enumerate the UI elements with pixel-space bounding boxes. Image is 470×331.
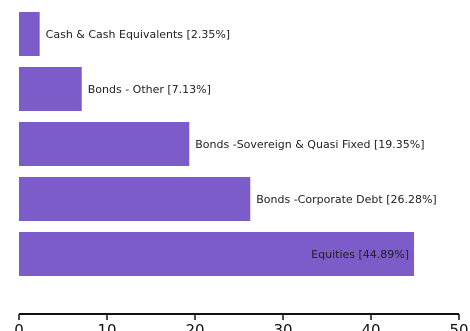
bars-group bbox=[19, 12, 415, 276]
x-tick-label: 10 bbox=[97, 321, 116, 331]
x-tick-label: 30 bbox=[273, 321, 292, 331]
bar bbox=[19, 177, 251, 221]
x-tick-label: 20 bbox=[185, 321, 204, 331]
bar bbox=[19, 67, 82, 111]
x-axis: 0 10 20 30 40 50 bbox=[14, 313, 469, 331]
bar-label: Equities [44.89%] bbox=[311, 248, 409, 261]
x-tick-label: 50 bbox=[449, 321, 468, 331]
bar-label: Cash & Cash Equivalents [2.35%] bbox=[46, 28, 230, 41]
bar-label: Bonds -Corporate Debt [26.28%] bbox=[256, 193, 436, 206]
bar-label: Bonds - Other [7.13%] bbox=[88, 83, 211, 96]
bar bbox=[19, 232, 415, 276]
bar-label: Bonds -Sovereign & Quasi Fixed [19.35%] bbox=[195, 138, 424, 151]
bar-labels-group: Cash & Cash Equivalents [2.35%] Bonds - O… bbox=[46, 28, 437, 261]
x-tick-label: 40 bbox=[361, 321, 380, 331]
bar bbox=[19, 12, 40, 56]
bar bbox=[19, 122, 190, 166]
x-tick-label: 0 bbox=[14, 321, 24, 331]
